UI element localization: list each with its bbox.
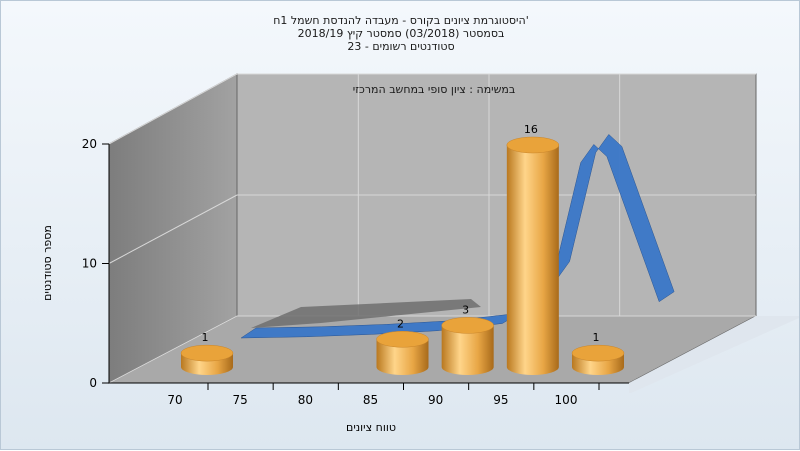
bar-body-85 — [376, 339, 429, 375]
data-labels: 1 2 3 16 1 — [202, 123, 600, 344]
bar-body-90 — [441, 325, 494, 375]
x-axis: 70 75 80 85 90 95 100 — [109, 382, 629, 407]
bar-85 — [376, 331, 429, 375]
chart-title-line-1: היסטוגרמת ציונים בקורס - מעבדה להנדסת חש… — [273, 14, 529, 27]
data-label-90: 3 — [462, 303, 469, 316]
y-axis: 0 10 20 — [82, 137, 110, 390]
data-label-70: 1 — [202, 331, 209, 344]
bar-body-95 — [506, 145, 559, 375]
y-tick-label-0: 0 — [89, 376, 97, 390]
bars — [180, 136, 625, 375]
chart-title-line-3: סטודנטים רשומים - 23 — [347, 40, 454, 53]
bar-100 — [571, 344, 625, 375]
chart-title-line-2: בסמסטר (03/2018) סמסטר קיץ 2018/19 — [298, 27, 505, 40]
bar-95 — [506, 136, 560, 375]
x-tick-label-75: 75 — [233, 393, 248, 407]
data-label-95: 16 — [524, 123, 538, 136]
bar-top-95 — [506, 136, 560, 154]
bar-70 — [180, 344, 234, 375]
y-tick-label-20: 20 — [82, 137, 97, 151]
x-tick-label-95: 95 — [493, 393, 508, 407]
y-axis-label: מספר סטודנטים — [41, 225, 54, 301]
x-axis-label: טווח ציונים — [346, 421, 396, 434]
bar-90 — [441, 317, 494, 375]
bar-top-100 — [571, 344, 625, 362]
data-label-85: 2 — [397, 317, 404, 330]
floor-edge — [629, 316, 799, 393]
chart-subtitle: במשימה : ציון סופי במחשב המרכזי — [353, 83, 516, 96]
x-tick-label-100: 100 — [555, 393, 578, 407]
y-tick-label-10: 10 — [82, 257, 97, 271]
bar-top-85 — [376, 331, 429, 348]
x-tick-label-70: 70 — [167, 393, 182, 407]
x-tick-label-90: 90 — [428, 393, 443, 407]
x-tick-label-85: 85 — [363, 393, 378, 407]
data-label-100: 1 — [593, 331, 600, 344]
bar-top-70 — [180, 344, 234, 362]
x-tick-label-80: 80 — [298, 393, 313, 407]
bar-top-90 — [441, 317, 494, 334]
curve-tail — [251, 299, 481, 328]
